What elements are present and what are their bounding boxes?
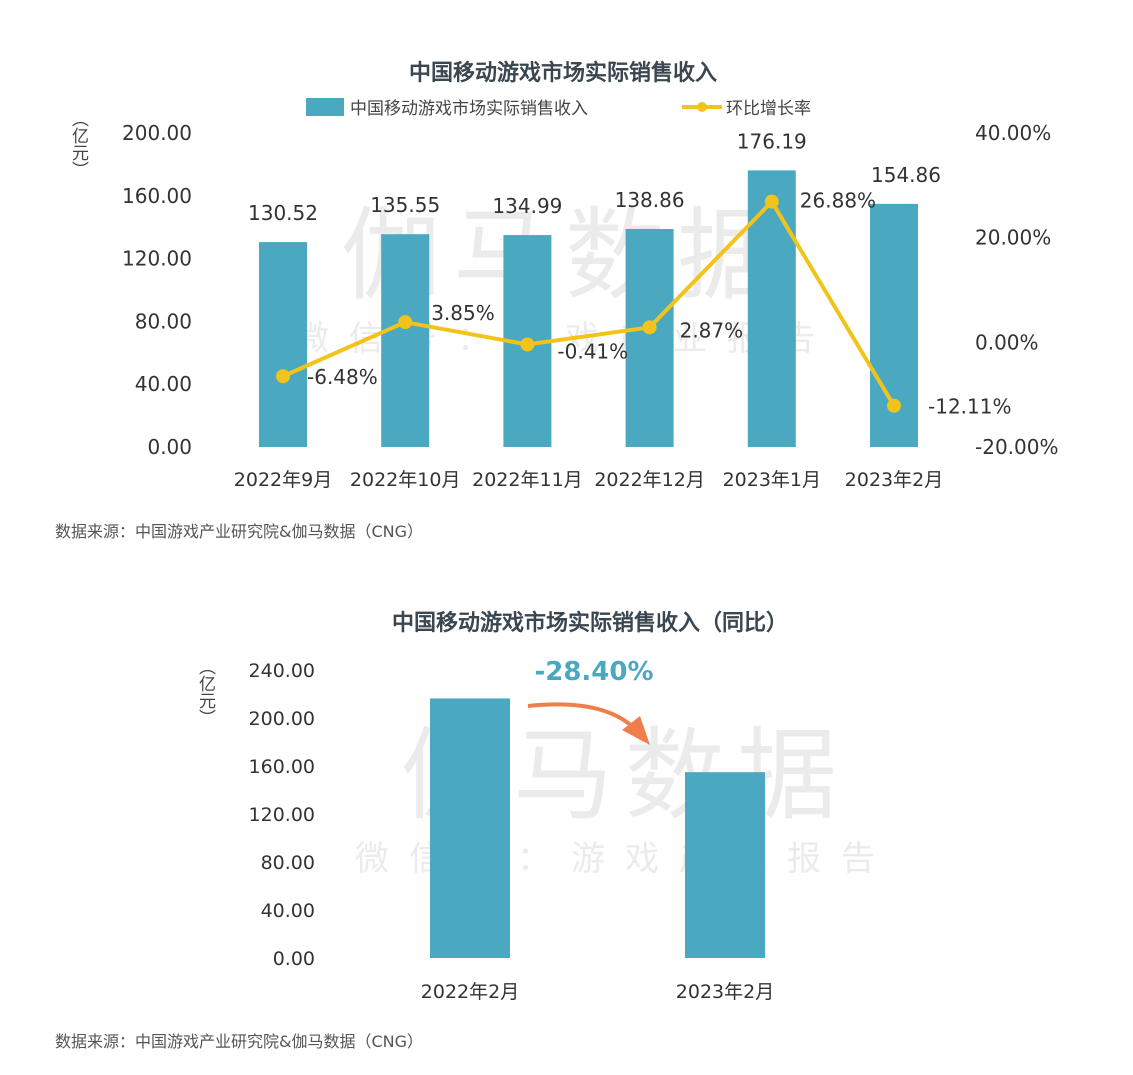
y-tick-label: 80.00: [261, 852, 315, 874]
y-tick-label: 120.00: [249, 804, 315, 826]
yoy-revenue-bar: [430, 698, 510, 958]
chart1-left-axis: 0.00 40.00 80.00 120.00 160.00 200.00: [122, 121, 192, 459]
legend-line-label: 环比增长率: [726, 99, 811, 119]
revenue-bar: [259, 242, 307, 447]
bar-value-label: 138.86: [615, 188, 685, 212]
chart1-title: 中国移动游戏市场实际销售收入: [409, 60, 717, 86]
y-tick-label: 240.00: [249, 660, 315, 682]
growth-rate-point: [764, 194, 779, 209]
yoy-revenue-chart: 中国移动游戏市场实际销售收入（同比） （亿元） 伽马数据 微信号：游戏产业报告 …: [195, 610, 875, 1003]
chart2-unit-label: （亿元）: [195, 658, 216, 726]
y-tick-label: 120.00: [122, 247, 192, 271]
x-tick-label: 2022年11月: [472, 469, 583, 491]
growth-value-label: -6.48%: [307, 365, 378, 389]
y-tick-label: 80.00: [135, 309, 192, 333]
y-tick-label: 160.00: [249, 756, 315, 778]
bar-value-label: 134.99: [492, 194, 562, 218]
revenue-bar: [625, 228, 674, 447]
change-arrow-icon: [527, 702, 638, 732]
chart1-growth-line: [276, 194, 901, 413]
bar-value-label: 154.86: [871, 163, 941, 187]
growth-value-label: 3.85%: [431, 301, 495, 325]
yoy-revenue-bar: [685, 772, 765, 958]
y-tick-label: 200.00: [122, 121, 192, 145]
monthly-revenue-chart: 中国移动游戏市场实际销售收入 中国移动游戏市场实际销售收入 环比增长率 （亿元）…: [68, 60, 1058, 491]
y2-tick-label: 20.00%: [975, 226, 1051, 250]
chart1-x-labels: 2022年9月 2022年10月 2022年11月 2022年12月 2023年1月 20…: [234, 469, 943, 491]
y-tick-label: 40.00: [135, 372, 192, 396]
chart1-legend: 中国移动游戏市场实际销售收入 环比增长率: [306, 98, 811, 119]
growth-rate-point: [887, 398, 901, 413]
y-tick-label: 40.00: [261, 900, 315, 922]
chart1-right-axis: -20.00% 0.00% 20.00% 40.00%: [975, 121, 1058, 459]
growth-rate-point: [642, 320, 657, 335]
y2-tick-label: 40.00%: [975, 121, 1051, 145]
chart1-bars: [259, 170, 918, 447]
bar-value-label: 135.55: [370, 193, 440, 217]
chart1-bar-value-labels: 130.52 135.55 134.99 138.86 176.19 154.86: [248, 129, 941, 225]
x-tick-label: 2023年2月: [845, 469, 943, 491]
legend-line-marker: [697, 102, 707, 112]
chart2-change-label: -28.40%: [534, 657, 653, 687]
chart2-source: 数据来源：中国游戏产业研究院&伽马数据（CNG）: [55, 1032, 424, 1051]
growth-rate-point: [398, 315, 413, 330]
growth-rate-point: [276, 369, 290, 384]
y-tick-label: 0.00: [273, 948, 315, 970]
x-tick-label: 2022年9月: [234, 469, 332, 491]
y-tick-label: 160.00: [122, 184, 192, 208]
chart2-title: 中国移动游戏市场实际销售收入（同比）: [392, 610, 788, 636]
x-tick-label: 2022年12月: [594, 469, 705, 491]
bar-value-label: 130.52: [248, 201, 318, 225]
x-tick-label: 2022年10月: [350, 469, 461, 491]
revenue-bar: [747, 170, 796, 447]
chart2-x-labels: 2022年2月 2023年2月: [421, 981, 774, 1003]
y-tick-label: 0.00: [147, 435, 192, 459]
chart2-left-axis: 0.00 40.00 80.00 120.00 160.00 200.00 240.00: [249, 660, 315, 970]
growth-rate-line: [282, 198, 896, 407]
legend-bar-swatch: [306, 98, 344, 116]
growth-value-label: -12.11%: [928, 395, 1011, 419]
x-tick-label: 2023年2月: [676, 981, 774, 1003]
x-tick-label: 2022年2月: [421, 981, 519, 1003]
chart2-bars: [430, 698, 765, 958]
chart1-unit-label: （亿元）: [68, 110, 89, 178]
y2-tick-label: -20.00%: [975, 435, 1058, 459]
legend-bar-label: 中国移动游戏市场实际销售收入: [350, 99, 588, 119]
y2-tick-label: 0.00%: [975, 330, 1039, 354]
x-tick-label: 2023年1月: [723, 469, 821, 491]
change-arrowhead-icon: [622, 716, 650, 745]
chart1-source: 数据来源：中国游戏产业研究院&伽马数据（CNG）: [55, 522, 424, 541]
growth-value-label: 26.88%: [800, 189, 876, 213]
growth-value-label: 2.87%: [680, 318, 744, 342]
chart1-growth-labels: -6.48% 3.85% -0.41% 2.87% 26.88% -12.11%: [307, 189, 1011, 419]
bar-value-label: 176.19: [737, 129, 807, 153]
growth-value-label: -0.41%: [557, 339, 628, 363]
y-tick-label: 200.00: [249, 708, 315, 730]
growth-rate-point: [520, 337, 535, 352]
revenue-bar: [381, 234, 430, 447]
